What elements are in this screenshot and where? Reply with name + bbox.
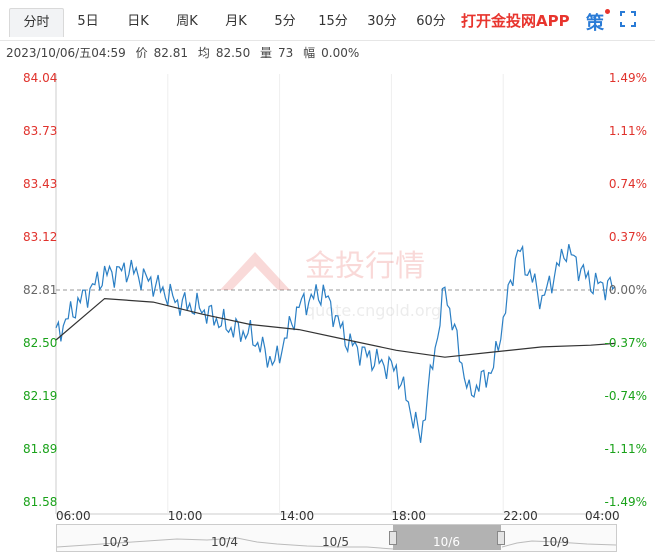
watermark-url: quote.cngold.org: [305, 301, 441, 320]
pct-tick-label: 1.49%: [608, 71, 647, 85]
quote-datetime: 2023/10/06/五04:59: [6, 46, 126, 60]
tab-5min[interactable]: 5分: [274, 14, 296, 29]
y-tick-label: 83.43: [23, 177, 58, 191]
navigator-selection[interactable]: [393, 525, 501, 550]
x-tick-label: 06:00: [56, 509, 91, 523]
range-navigator[interactable]: [56, 524, 617, 552]
tab-intraday[interactable]: 分时: [9, 8, 64, 37]
period-tab-bar: 分时 5日 日K 周K 月K 5分 15分 30分 60分 打开金投网APP 策: [0, 0, 655, 41]
avg-label: 均: [197, 46, 210, 60]
navigator-label: 10/3: [102, 535, 129, 549]
y-tick-label: 84.04: [23, 71, 58, 85]
y-tick-label: 82.50: [23, 336, 58, 350]
y-tick-label: 81.89: [23, 442, 58, 456]
y-tick-label: 81.58: [23, 495, 58, 509]
watermark-name: 金投行情: [305, 249, 425, 284]
quote-info-line: 2023/10/06/五04:59 价 82.81 均 82.50 量 73 幅 0.0…: [6, 44, 365, 61]
pct-tick-label: 1.11%: [608, 124, 647, 138]
strategy-button[interactable]: 策: [586, 9, 610, 35]
pct-tick-label: -0.37%: [604, 336, 647, 350]
x-tick-label: 14:00: [279, 509, 315, 523]
open-app-link[interactable]: 打开金投网APP: [461, 12, 570, 30]
pct-tick-label: 0.37%: [608, 230, 647, 244]
volume-value: 73: [278, 46, 294, 60]
tab-5day[interactable]: 5日: [77, 14, 99, 29]
pct-tick-label: 0.74%: [608, 177, 647, 191]
volume-label: 量: [260, 46, 273, 60]
tab-monthly-k[interactable]: 月K: [225, 14, 247, 29]
y-tick-label: 83.73: [23, 124, 58, 138]
notification-dot: [605, 9, 610, 14]
watermark: 金投行情 quote.cngold.org: [220, 249, 441, 320]
tab-30min[interactable]: 30分: [367, 14, 397, 29]
pct-tick-label: -1.11%: [604, 442, 647, 456]
x-tick-label: 04:00: [585, 509, 620, 523]
pct-tick-label: 0.00%: [608, 283, 647, 297]
x-tick-label: 18:00: [391, 509, 426, 523]
navigator-label: 10/9: [542, 535, 569, 549]
tab-15min[interactable]: 15分: [318, 14, 348, 29]
navigator-label: 10/5: [322, 535, 349, 549]
change-label: 幅: [303, 46, 316, 60]
avg-value: 82.50: [215, 46, 251, 60]
navigator-right-handle[interactable]: [497, 531, 505, 545]
navigator-label: 10/4: [211, 535, 238, 549]
y-tick-label: 82.19: [23, 389, 58, 403]
navigator-left-handle[interactable]: [389, 531, 397, 545]
change-value: 0.00%: [321, 46, 360, 60]
average-line: [55, 297, 616, 358]
pct-tick-label: -0.74%: [604, 389, 647, 403]
tab-daily-k[interactable]: 日K: [127, 14, 149, 29]
fullscreen-icon[interactable]: [620, 11, 636, 27]
navigator-sparkline: [57, 537, 616, 550]
navigator-label-selected: 10/6: [433, 535, 460, 549]
watermark-logo-icon: [220, 252, 290, 290]
price-value: 82.81: [153, 46, 188, 60]
x-tick-label: 22:00: [503, 509, 538, 523]
tab-weekly-k[interactable]: 周K: [176, 14, 198, 29]
tab-60min[interactable]: 60分: [416, 14, 446, 29]
price-line: [55, 244, 616, 443]
pct-tick-label: -1.49%: [604, 495, 647, 509]
strategy-label: 策: [586, 13, 604, 34]
x-tick-label: 10:00: [167, 509, 203, 523]
y-tick-label: 82.81: [23, 283, 58, 297]
y-tick-label: 83.12: [23, 230, 58, 244]
price-label: 价: [135, 46, 148, 60]
